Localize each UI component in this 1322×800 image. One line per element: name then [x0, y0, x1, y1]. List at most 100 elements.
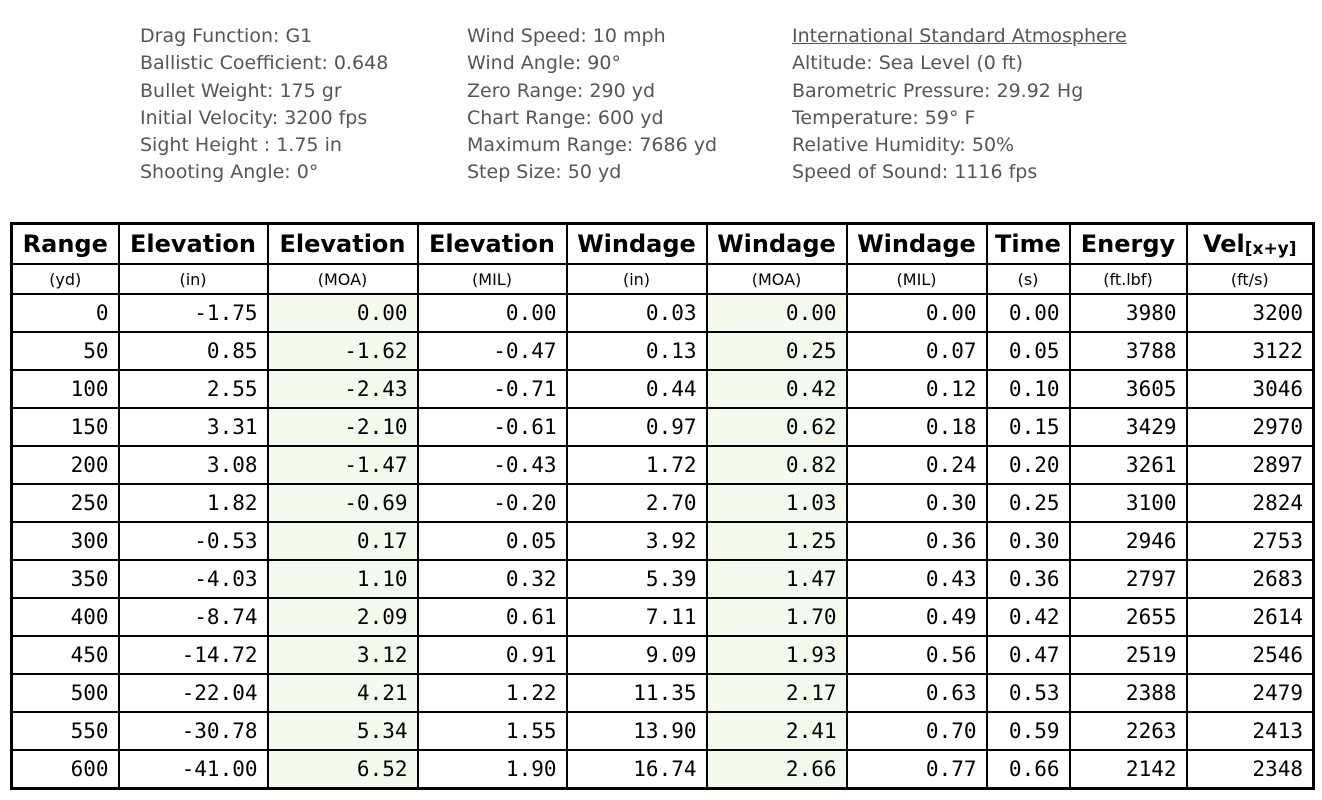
table-cell: -4.03	[117, 559, 269, 599]
table-cell: 0.03	[565, 293, 708, 333]
table-cell: 0.59	[985, 711, 1071, 751]
ballistic-coefficient: Ballistic Coefficient: 0.648	[140, 52, 389, 75]
table-cell: 1.93	[705, 635, 848, 675]
table-cell: 0.43	[845, 559, 988, 599]
table-row: 550 -30.78 5.34 1.55 13.90 2.41 0.70 0.59 2263 24…	[10, 711, 1315, 751]
table-row: 450 -14.72 3.12 0.91 9.09 1.93 0.56 0.47 2519 254…	[10, 635, 1315, 675]
table-cell: 2519	[1068, 635, 1188, 675]
wind-speed: Wind Speed: 10 mph	[467, 25, 666, 47]
table-cell: 0.10	[985, 369, 1071, 409]
table-cell: 0.42	[705, 369, 848, 409]
table-cell: -0.20	[416, 483, 568, 523]
table-cell: 3429	[1068, 407, 1188, 447]
table-cell: 4.21	[266, 673, 419, 713]
relative-humidity: Relative Humidity: 50%	[792, 134, 1015, 157]
column-header-label: Vel	[1202, 229, 1245, 258]
column-header-windage: Windage	[845, 222, 988, 265]
table-cell: -0.47	[416, 331, 568, 371]
table-cell: 0.00	[266, 293, 419, 333]
table-cell: 3.08	[117, 445, 269, 485]
table-cell: 3.92	[565, 521, 708, 561]
table-cell: 2348	[1185, 749, 1315, 790]
column-header-elevation: Elevation	[117, 222, 269, 265]
table-cell: 3.31	[117, 407, 269, 447]
column-header-label: Windage	[857, 230, 976, 258]
altitude: Altitude: Sea Level (0 ft)	[792, 52, 1024, 75]
table-cell: 2946	[1068, 521, 1188, 561]
table-cell: 2614	[1185, 597, 1315, 637]
ballistics-params-column: Drag Function: G1 Ballistic Coefficient:…	[140, 23, 388, 187]
table-cell: -0.61	[416, 407, 568, 447]
column-header-label: Energy	[1080, 230, 1176, 258]
table-cell: -1.75	[117, 293, 269, 333]
table-cell: 0.30	[845, 483, 988, 523]
table-cell: 0.36	[985, 559, 1071, 599]
table-cell: 0.77	[845, 749, 988, 790]
table-cell: 9.09	[565, 635, 708, 675]
table-row: 0 -1.75 0.00 0.00 0.03 0.00 0.00 0.00 3980 3200	[10, 293, 1315, 333]
table-cell: 1.70	[705, 597, 848, 637]
table-cell: 7.11	[565, 597, 708, 637]
table-cell: 5.34	[266, 711, 419, 751]
table-cell: -8.74	[117, 597, 269, 637]
table-cell: 0.42	[985, 597, 1071, 637]
table-row: 200 3.08 -1.47 -0.43 1.72 0.82 0.24 0.20 3261 289…	[10, 445, 1315, 485]
table-cell: 0.13	[565, 331, 708, 371]
table-cell: 2970	[1185, 407, 1315, 447]
sight-height: Sight Height : 1.75 in	[140, 134, 342, 157]
table-cell: 0.17	[266, 521, 419, 561]
table-cell: 0.20	[985, 445, 1071, 485]
wind-angle: Wind Angle: 90°	[467, 52, 621, 75]
table-cell: 2.41	[705, 711, 848, 751]
table-cell: 0.00	[416, 293, 568, 333]
table-cell: 3122	[1185, 331, 1315, 371]
column-header-label: Time	[995, 230, 1061, 258]
table-cell: 2897	[1185, 445, 1315, 485]
table-cell: 0.18	[845, 407, 988, 447]
table-cell: 0.25	[985, 483, 1071, 523]
table-cell: 1.72	[565, 445, 708, 485]
table-cell: 1.10	[266, 559, 419, 599]
temperature: Temperature: 59° F	[792, 106, 976, 129]
column-unit-in: (in)	[117, 263, 269, 295]
table-cell: 0.05	[416, 521, 568, 561]
table-cell: 11.35	[565, 673, 708, 713]
table-cell: 500	[10, 673, 120, 713]
bullet-weight: Bullet Weight: 175 gr	[140, 79, 342, 102]
table-cell: 0.97	[565, 407, 708, 447]
ballistics-table: Range Elevation Elevation Elevation Windage W…	[10, 222, 1315, 790]
column-header-vel: Vel[x+y]	[1185, 222, 1315, 265]
table-cell: 1.25	[705, 521, 848, 561]
table-cell: 0.07	[845, 331, 988, 371]
shooting-angle: Shooting Angle: 0°	[140, 161, 319, 184]
table-cell: 2824	[1185, 483, 1315, 523]
table-cell: 450	[10, 635, 120, 675]
table-cell: 0.62	[705, 407, 848, 447]
column-unit-fts: (ft/s)	[1185, 263, 1315, 295]
table-row: 400 -8.74 2.09 0.61 7.11 1.70 0.49 0.42 2655 2614	[10, 597, 1315, 637]
table-cell: 0.44	[565, 369, 708, 409]
table-cell: 2797	[1068, 559, 1188, 599]
column-header-label: Windage	[717, 230, 836, 258]
table-cell: 200	[10, 445, 120, 485]
table-cell: 600	[10, 749, 120, 790]
table-head: Range Elevation Elevation Elevation Windage W…	[10, 222, 1315, 295]
zero-range: Zero Range: 290 yd	[467, 79, 656, 102]
column-header-label: Elevation	[129, 230, 256, 258]
table-units-row: (yd) (in) (MOA) (MIL) (in) (MOA) (MIL) (s) (ft.l…	[10, 263, 1315, 295]
table-row: 250 1.82 -0.69 -0.20 2.70 1.03 0.30 0.25 3100 282…	[10, 483, 1315, 523]
table-cell: 2479	[1185, 673, 1315, 713]
table-cell: -2.43	[266, 369, 419, 409]
table-cell: -41.00	[117, 749, 269, 790]
table-row: 50 0.85 -1.62 -0.47 0.13 0.25 0.07 0.05 3788 3122	[10, 331, 1315, 371]
table-cell: 2655	[1068, 597, 1188, 637]
table-cell: 0.30	[985, 521, 1071, 561]
column-header-elevation: Elevation	[266, 222, 419, 265]
table-row: 100 2.55 -2.43 -0.71 0.44 0.42 0.12 0.10 3605 304…	[10, 369, 1315, 409]
table-cell: 550	[10, 711, 120, 751]
table-cell: -1.62	[266, 331, 419, 371]
initial-velocity: Initial Velocity: 3200 fps	[140, 106, 368, 129]
table-cell: 16.74	[565, 749, 708, 790]
table-cell: 2683	[1185, 559, 1315, 599]
table-cell: 0.70	[845, 711, 988, 751]
